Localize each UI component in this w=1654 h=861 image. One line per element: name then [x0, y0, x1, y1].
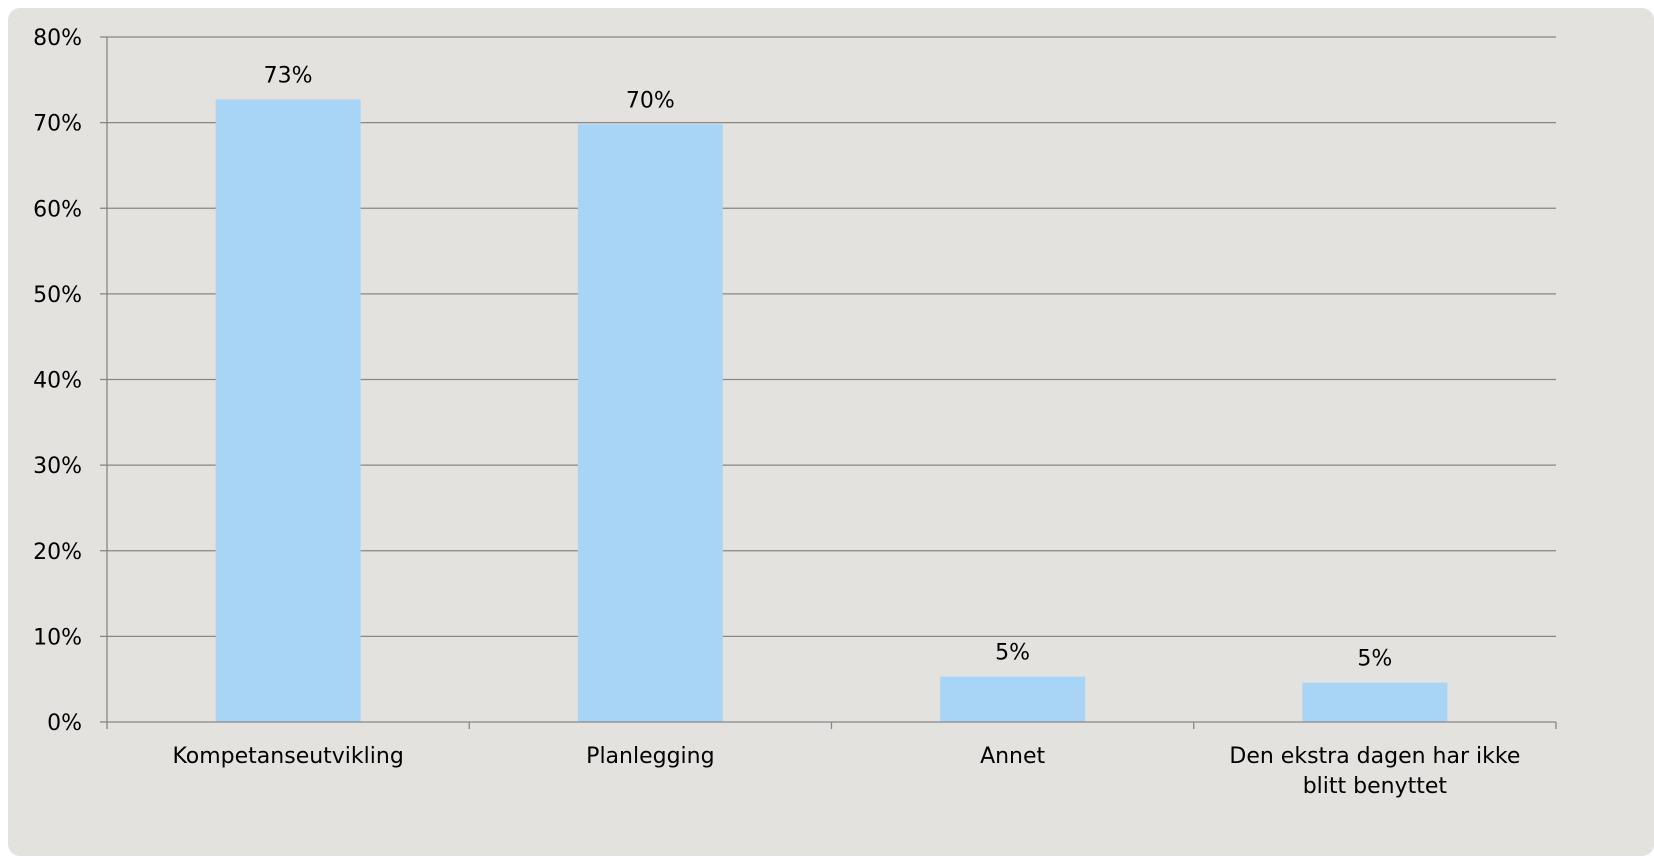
x-tick-label: Den ekstra dagen har ikke [1229, 744, 1520, 769]
labels: 0% 10% 20% 30% 40% 50% 60% 70% 80% 73% Kompetanseu… [33, 26, 1520, 799]
y-tick-label: 0% [47, 711, 82, 736]
y-tick-label: 40% [33, 369, 82, 394]
chart-background [8, 8, 1654, 856]
data-label: 5% [995, 641, 1030, 666]
x-tick-label: Planlegging [586, 744, 714, 769]
data-label: 5% [1357, 647, 1392, 672]
bar [215, 99, 361, 723]
gridlines [107, 36, 1556, 638]
x-tick-label: Kompetanseutvikling [172, 744, 403, 769]
y-tick-label: 50% [33, 283, 82, 308]
bar [577, 124, 723, 722]
y-tick-label: 80% [33, 26, 82, 51]
y-tick-label: 60% [33, 197, 82, 222]
y-tick-label: 10% [33, 625, 82, 650]
y-tick-label: 70% [33, 112, 82, 137]
data-label: 73% [264, 64, 313, 89]
y-tick-label: 30% [33, 454, 82, 479]
bar [1302, 682, 1448, 722]
bar [940, 676, 1086, 722]
y-tick-label: 20% [33, 540, 82, 565]
x-tick-label: Annet [980, 744, 1045, 769]
axes [100, 36, 1557, 729]
x-tick-label: blitt benyttet [1303, 774, 1448, 799]
bars [215, 99, 1448, 723]
data-label: 70% [626, 88, 675, 113]
